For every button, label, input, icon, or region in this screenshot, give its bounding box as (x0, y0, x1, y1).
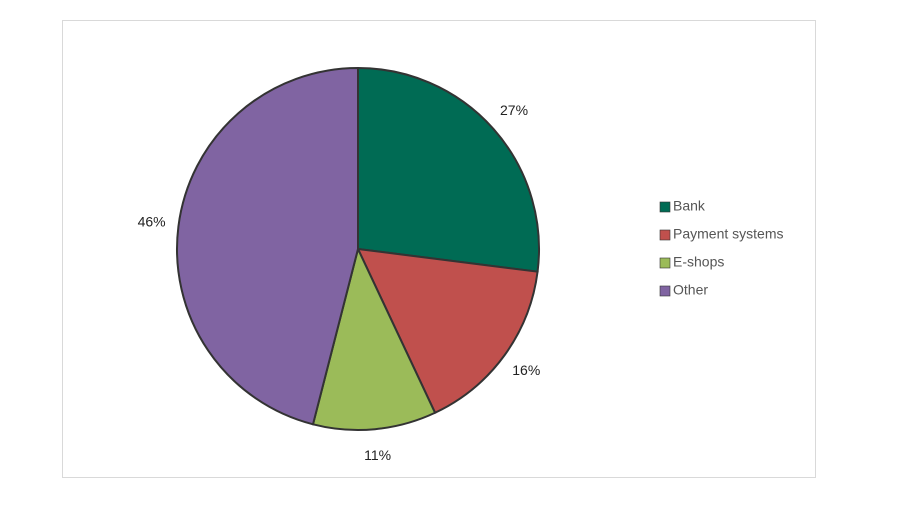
pie-slice (356, 247, 539, 415)
pie-slice (176, 66, 359, 426)
pie-slice (311, 246, 437, 431)
legend-swatch (659, 285, 671, 297)
pie-slice (357, 66, 540, 273)
legend-label: Bank (673, 198, 706, 214)
legend-swatch (659, 257, 671, 269)
data-label: 11% (364, 447, 391, 463)
legend-label: E-shops (673, 254, 724, 270)
legend-label: Payment systems (673, 226, 783, 242)
legend-label: Other (673, 282, 708, 298)
legend-swatch (659, 229, 671, 241)
data-label: 27% (500, 102, 528, 118)
data-label: 16% (512, 362, 540, 378)
data-label: 46% (138, 214, 166, 230)
legend-swatch (659, 201, 671, 213)
